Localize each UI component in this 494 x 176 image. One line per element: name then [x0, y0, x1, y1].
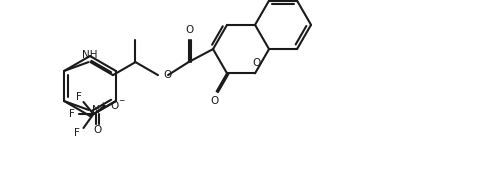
Text: O: O [93, 125, 102, 135]
Text: NH: NH [82, 50, 97, 60]
Text: O: O [185, 25, 194, 35]
Text: +: + [99, 101, 105, 110]
Text: N: N [92, 105, 100, 115]
Text: O: O [163, 70, 171, 80]
Text: O: O [252, 58, 260, 68]
Text: F: F [76, 92, 82, 102]
Text: O: O [111, 101, 119, 111]
Text: O: O [210, 96, 219, 106]
Text: −: − [119, 96, 125, 105]
Text: F: F [74, 128, 80, 138]
Text: F: F [69, 109, 75, 119]
